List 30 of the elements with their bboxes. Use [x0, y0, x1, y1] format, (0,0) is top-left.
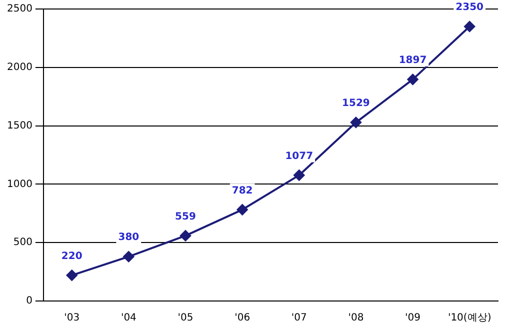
data-label: 220: [61, 250, 82, 262]
x-tick-label: '05: [178, 312, 194, 324]
point: [236, 204, 248, 216]
y-tick-label: 500: [13, 237, 32, 248]
point: [66, 270, 78, 281]
x-tick-label: '04: [120, 312, 136, 324]
data-label: 1529: [342, 98, 370, 110]
y-tick-label: 2500: [6, 4, 32, 15]
point: [123, 251, 134, 262]
x-tick-label: '09: [405, 312, 421, 324]
data-label: 1077: [285, 150, 314, 162]
point: [180, 230, 191, 242]
x-tick-label: '06: [234, 312, 250, 324]
y-tick-label: 2000: [6, 62, 32, 73]
data-label: 1897: [398, 55, 427, 66]
point: [407, 74, 418, 85]
data-label: 559: [175, 211, 196, 222]
data-label: 2350: [456, 2, 484, 14]
point: [464, 21, 476, 32]
x-tick-label: '07: [291, 312, 307, 324]
x-tick-label: '08: [348, 312, 364, 324]
y-tick-label: 0: [26, 296, 32, 307]
y-tick-label: 1500: [6, 120, 32, 132]
x-tick-label: '10(예상): [448, 312, 492, 324]
y-tick-label: 1000: [6, 178, 32, 190]
point: [350, 116, 362, 128]
x-tick-label: '03: [64, 312, 80, 324]
point: [294, 170, 305, 181]
data-label: 380: [118, 232, 140, 244]
data-label: 782: [232, 185, 253, 196]
